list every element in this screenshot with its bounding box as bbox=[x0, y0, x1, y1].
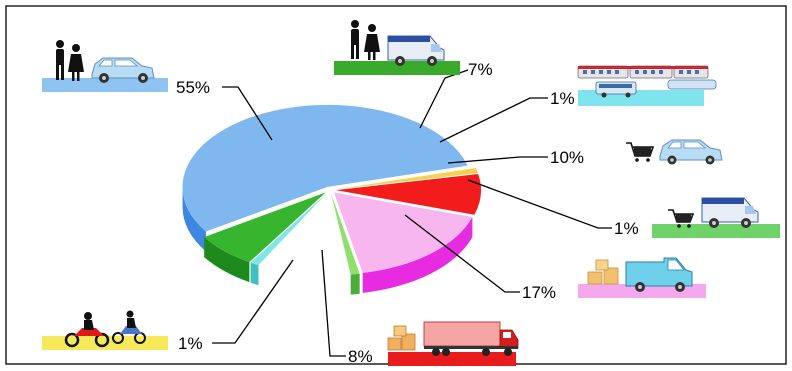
pie-slice-4 bbox=[331, 193, 360, 275]
pie-tops bbox=[182, 104, 481, 275]
boxes-and-pickup-truck-icon bbox=[578, 257, 706, 298]
pie-sides bbox=[182, 186, 473, 295]
motorcycles-icon bbox=[42, 310, 168, 350]
pie-slice-3 bbox=[261, 190, 350, 272]
pie-slice-2 bbox=[250, 192, 327, 266]
cart-and-van-icon bbox=[652, 197, 780, 238]
pie-slice-side-4 bbox=[350, 273, 360, 295]
pie-slice-side-5 bbox=[362, 217, 473, 293]
leader-line-17 bbox=[404, 214, 520, 293]
leader-line-55 bbox=[222, 86, 273, 141]
truck-with-cargo-icon bbox=[387, 321, 519, 366]
slice-label-55: 55% bbox=[176, 78, 210, 97]
slice-label-1-cart-van: 1% bbox=[614, 219, 639, 238]
pie-slice-1 bbox=[204, 192, 326, 263]
leader-line-10 bbox=[447, 156, 548, 164]
pie-slice-7 bbox=[335, 168, 478, 190]
pie-slice-side-1 bbox=[204, 237, 250, 283]
pie-slice-0 bbox=[182, 104, 468, 232]
pie-slice-6 bbox=[335, 173, 481, 215]
pie-slice-side-0 bbox=[182, 186, 206, 252]
leader-line-1-moto bbox=[212, 259, 294, 344]
slice-label-10: 10% bbox=[550, 148, 584, 167]
pedestrians-and-van-icon bbox=[334, 20, 460, 75]
slice-label-8: 8% bbox=[348, 347, 373, 366]
pie-slice-side-2 bbox=[250, 262, 259, 286]
pedestrians-and-car-icon bbox=[42, 40, 168, 92]
slice-label-1-rail: 1% bbox=[550, 89, 575, 108]
slice-label-1-moto: 1% bbox=[178, 334, 203, 353]
leader-line-8 bbox=[321, 249, 346, 357]
leader-line-1-rail bbox=[439, 97, 548, 143]
trains-and-bus-icon bbox=[577, 65, 717, 106]
leader-lines bbox=[212, 69, 612, 357]
pie-slice-5 bbox=[334, 192, 473, 273]
leader-line-1-cart-van bbox=[467, 179, 612, 229]
cart-and-car-icon bbox=[626, 139, 723, 165]
slice-label-17: 17% bbox=[522, 283, 556, 302]
slice-label-7: 7% bbox=[468, 60, 493, 79]
leader-line-7 bbox=[419, 69, 469, 129]
